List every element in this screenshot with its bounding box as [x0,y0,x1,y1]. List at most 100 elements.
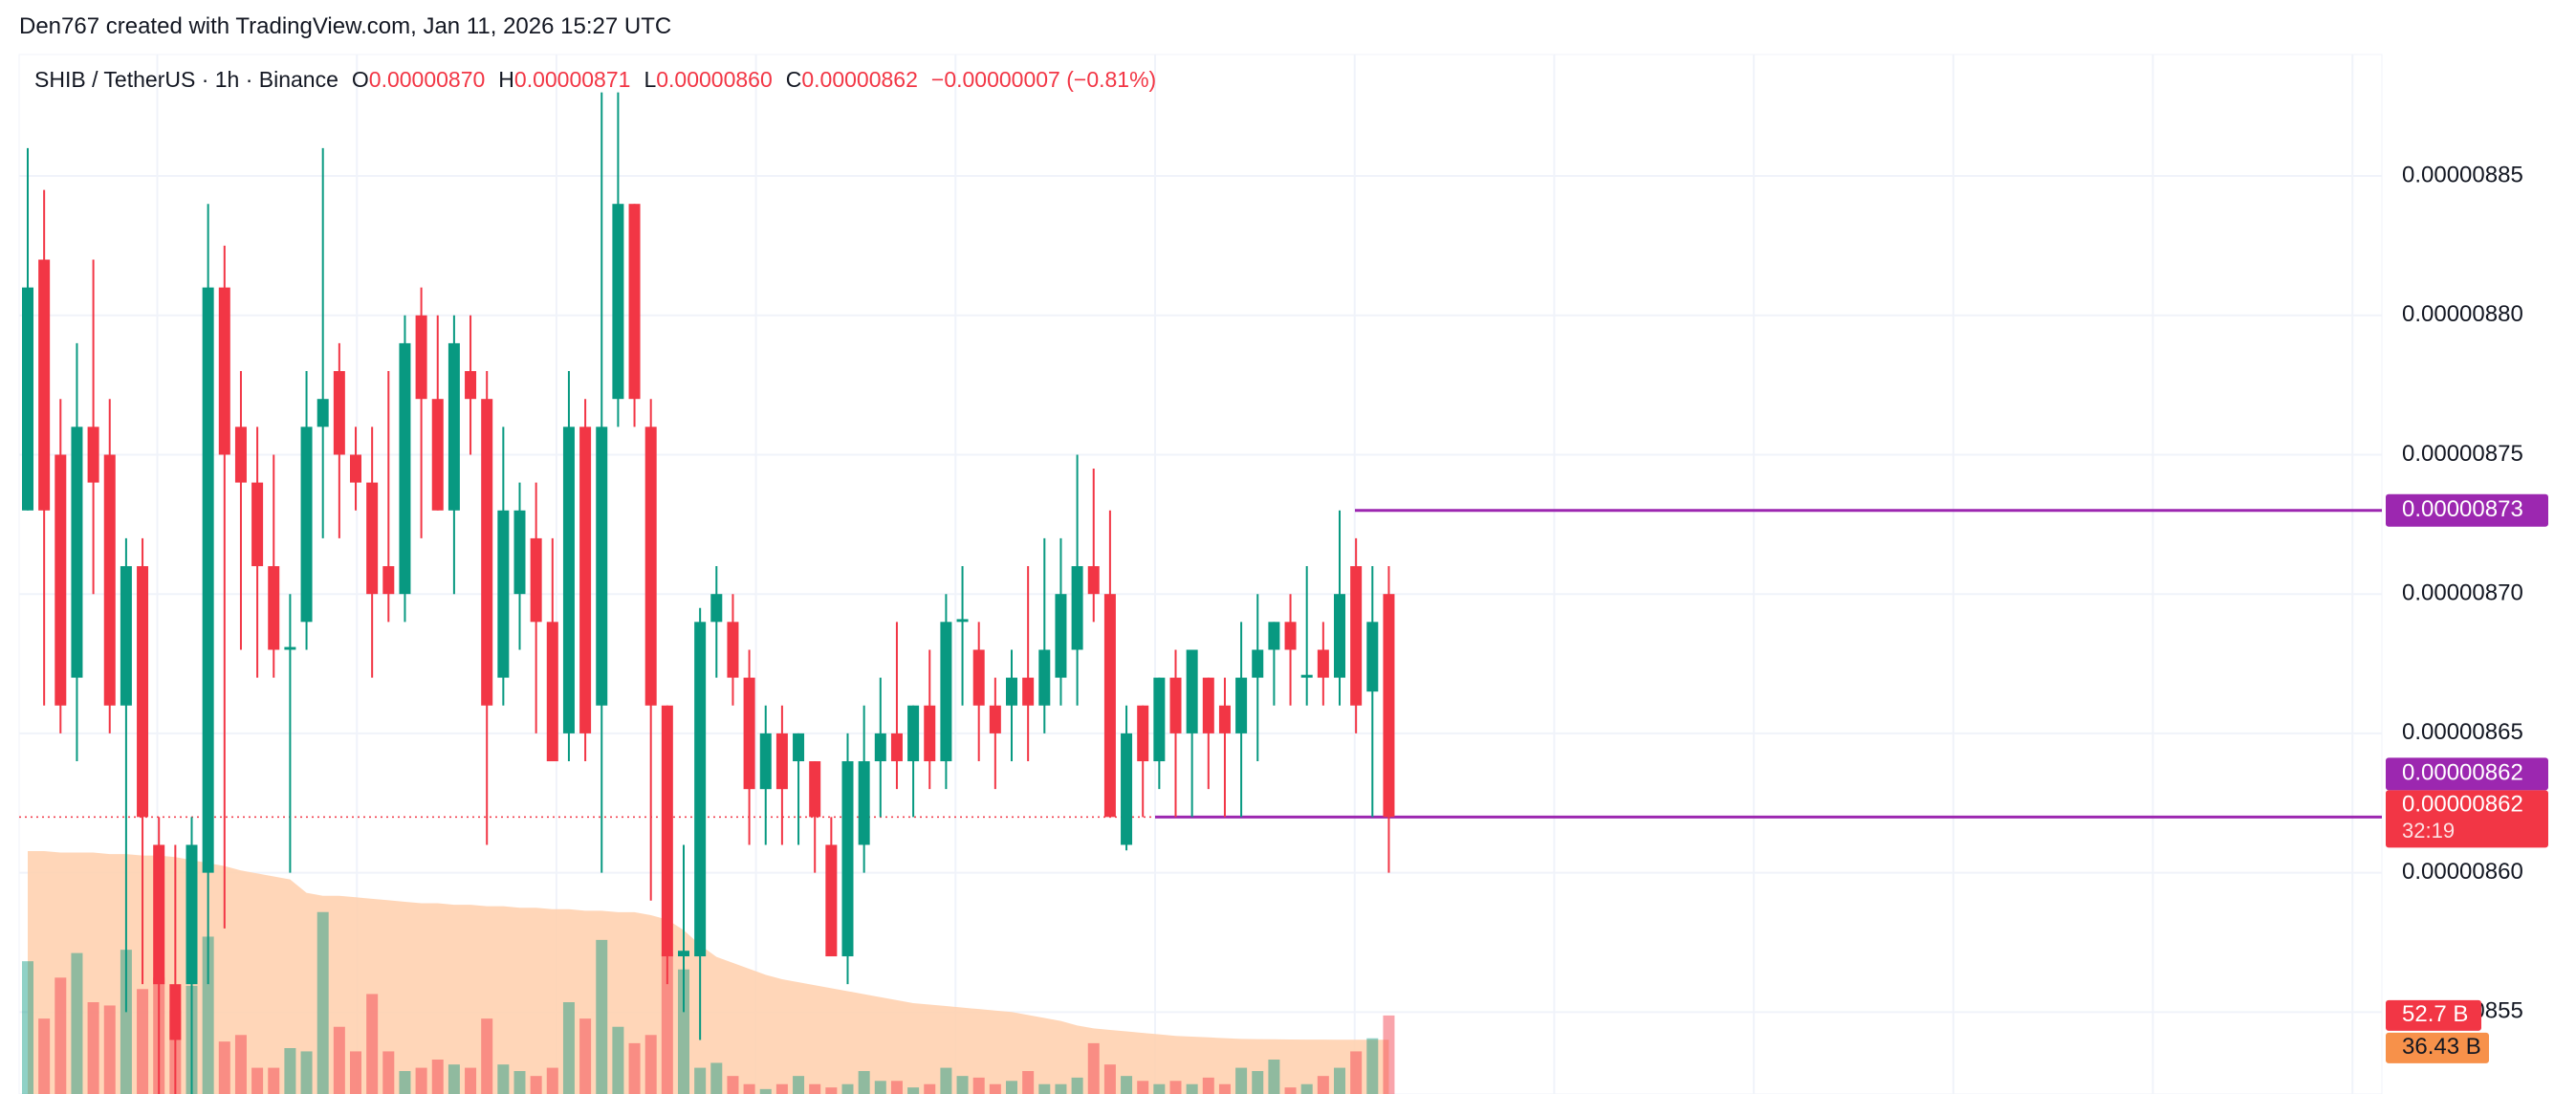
volume-bar [710,1062,723,1094]
candle-body [153,844,165,985]
volume-bar [694,1067,707,1094]
volume-bar [1202,1077,1214,1094]
volume-bar [579,1018,592,1094]
candle-body [137,566,149,818]
ohlc-key: C [785,67,802,92]
volume-bar [268,1067,280,1094]
volume-bar [1317,1076,1329,1094]
volume-bar [1366,1038,1379,1094]
volume-bar [1137,1081,1149,1094]
volume-bar [1235,1067,1248,1094]
level-label: 0.00000873 [2402,496,2523,522]
candle-body [858,761,870,845]
last-price-label: 0.00000862 [2402,792,2523,818]
candle-body [924,705,936,762]
volume-bar [644,1035,657,1094]
volume-bar [1334,1067,1345,1094]
candle-body [907,705,920,762]
candle-body [678,951,689,957]
candle-body [431,399,444,511]
ohlc-item: L 0.00000860 [644,67,772,93]
candle-body [481,399,493,706]
candle-body [415,315,427,400]
candle-body [399,342,411,595]
volume-bar [513,1071,526,1094]
volume-bar [284,1048,296,1094]
candle-body [465,371,477,400]
candle-body [530,537,542,623]
ohlc-key: O [351,67,369,92]
volume-bar [628,1042,641,1094]
volume-bar [530,1076,542,1094]
volume-bar [22,961,33,1094]
grid [19,55,2382,1094]
volume-bar [234,1035,247,1094]
candle-body [1252,649,1264,678]
candle-body [809,761,821,818]
countdown: 32:19 [2402,819,2455,842]
candle-body [644,427,657,706]
candle-body [87,427,99,483]
volume-bar [1103,1064,1116,1094]
volume-bar [743,1083,755,1094]
candle-body [1055,594,1067,678]
candle-body [1103,594,1116,818]
volume-bar [1055,1083,1067,1094]
candle-body [1169,677,1182,733]
volume-bar [120,950,132,1094]
volume-bar [890,1081,903,1094]
candle-body [1153,677,1166,762]
candle-body [612,204,624,400]
candle-body [562,427,575,733]
ohlc-value: 0.00000871 [513,67,631,92]
candle-body [268,566,280,650]
pane-border [18,54,2383,1094]
candle-body [350,454,361,483]
y-tick-label: 0.00000880 [2402,301,2523,327]
candle-body [300,427,313,623]
volume-bar [431,1060,444,1094]
candle-body [1038,649,1051,706]
volume-bar [300,1051,313,1094]
volume-bar [481,1018,493,1094]
candle-body [497,510,510,678]
volume-bar [1383,1015,1395,1094]
y-tick-label: 0.00000860 [2402,859,2523,885]
volume-bar [1071,1077,1083,1094]
volume-bar [1022,1071,1035,1094]
candle-body [1334,594,1345,678]
candle-body [546,622,558,762]
volume-bar [137,989,149,1094]
candle-body [793,733,805,762]
candle-body [1121,733,1133,845]
candles [22,92,1395,1094]
candle-body [1350,566,1363,706]
ohlc-item: H 0.00000871 [498,67,630,93]
volume-bar [1252,1071,1264,1094]
candle-body [579,427,592,733]
ohlc-key: L [644,67,657,92]
volume-bar [38,1018,51,1094]
candle-body [284,646,296,650]
candle-body [989,705,1001,733]
lines [19,509,2382,819]
y-tick-label: 0.00000870 [2402,580,2523,606]
volume-bar [1038,1083,1051,1094]
volume-bar [1169,1081,1182,1094]
ohlc-value: 0.00000860 [656,67,773,92]
volume-bar [1006,1081,1017,1094]
volume-bar [956,1076,969,1094]
candle-body [382,566,395,595]
candle-body [1366,622,1379,692]
candle-body [1383,594,1395,818]
symbol-title: SHIB / TetherUS · 1h · Binance [34,67,338,92]
volume-bar [972,1077,985,1094]
volume-bar [399,1071,411,1094]
candle-body [628,204,641,400]
candle-body [1300,674,1313,678]
volume-bar [1350,1051,1363,1094]
candle-body [1071,566,1083,650]
candle-body [333,371,345,455]
ohlc-value: 0.00000870 [368,67,486,92]
